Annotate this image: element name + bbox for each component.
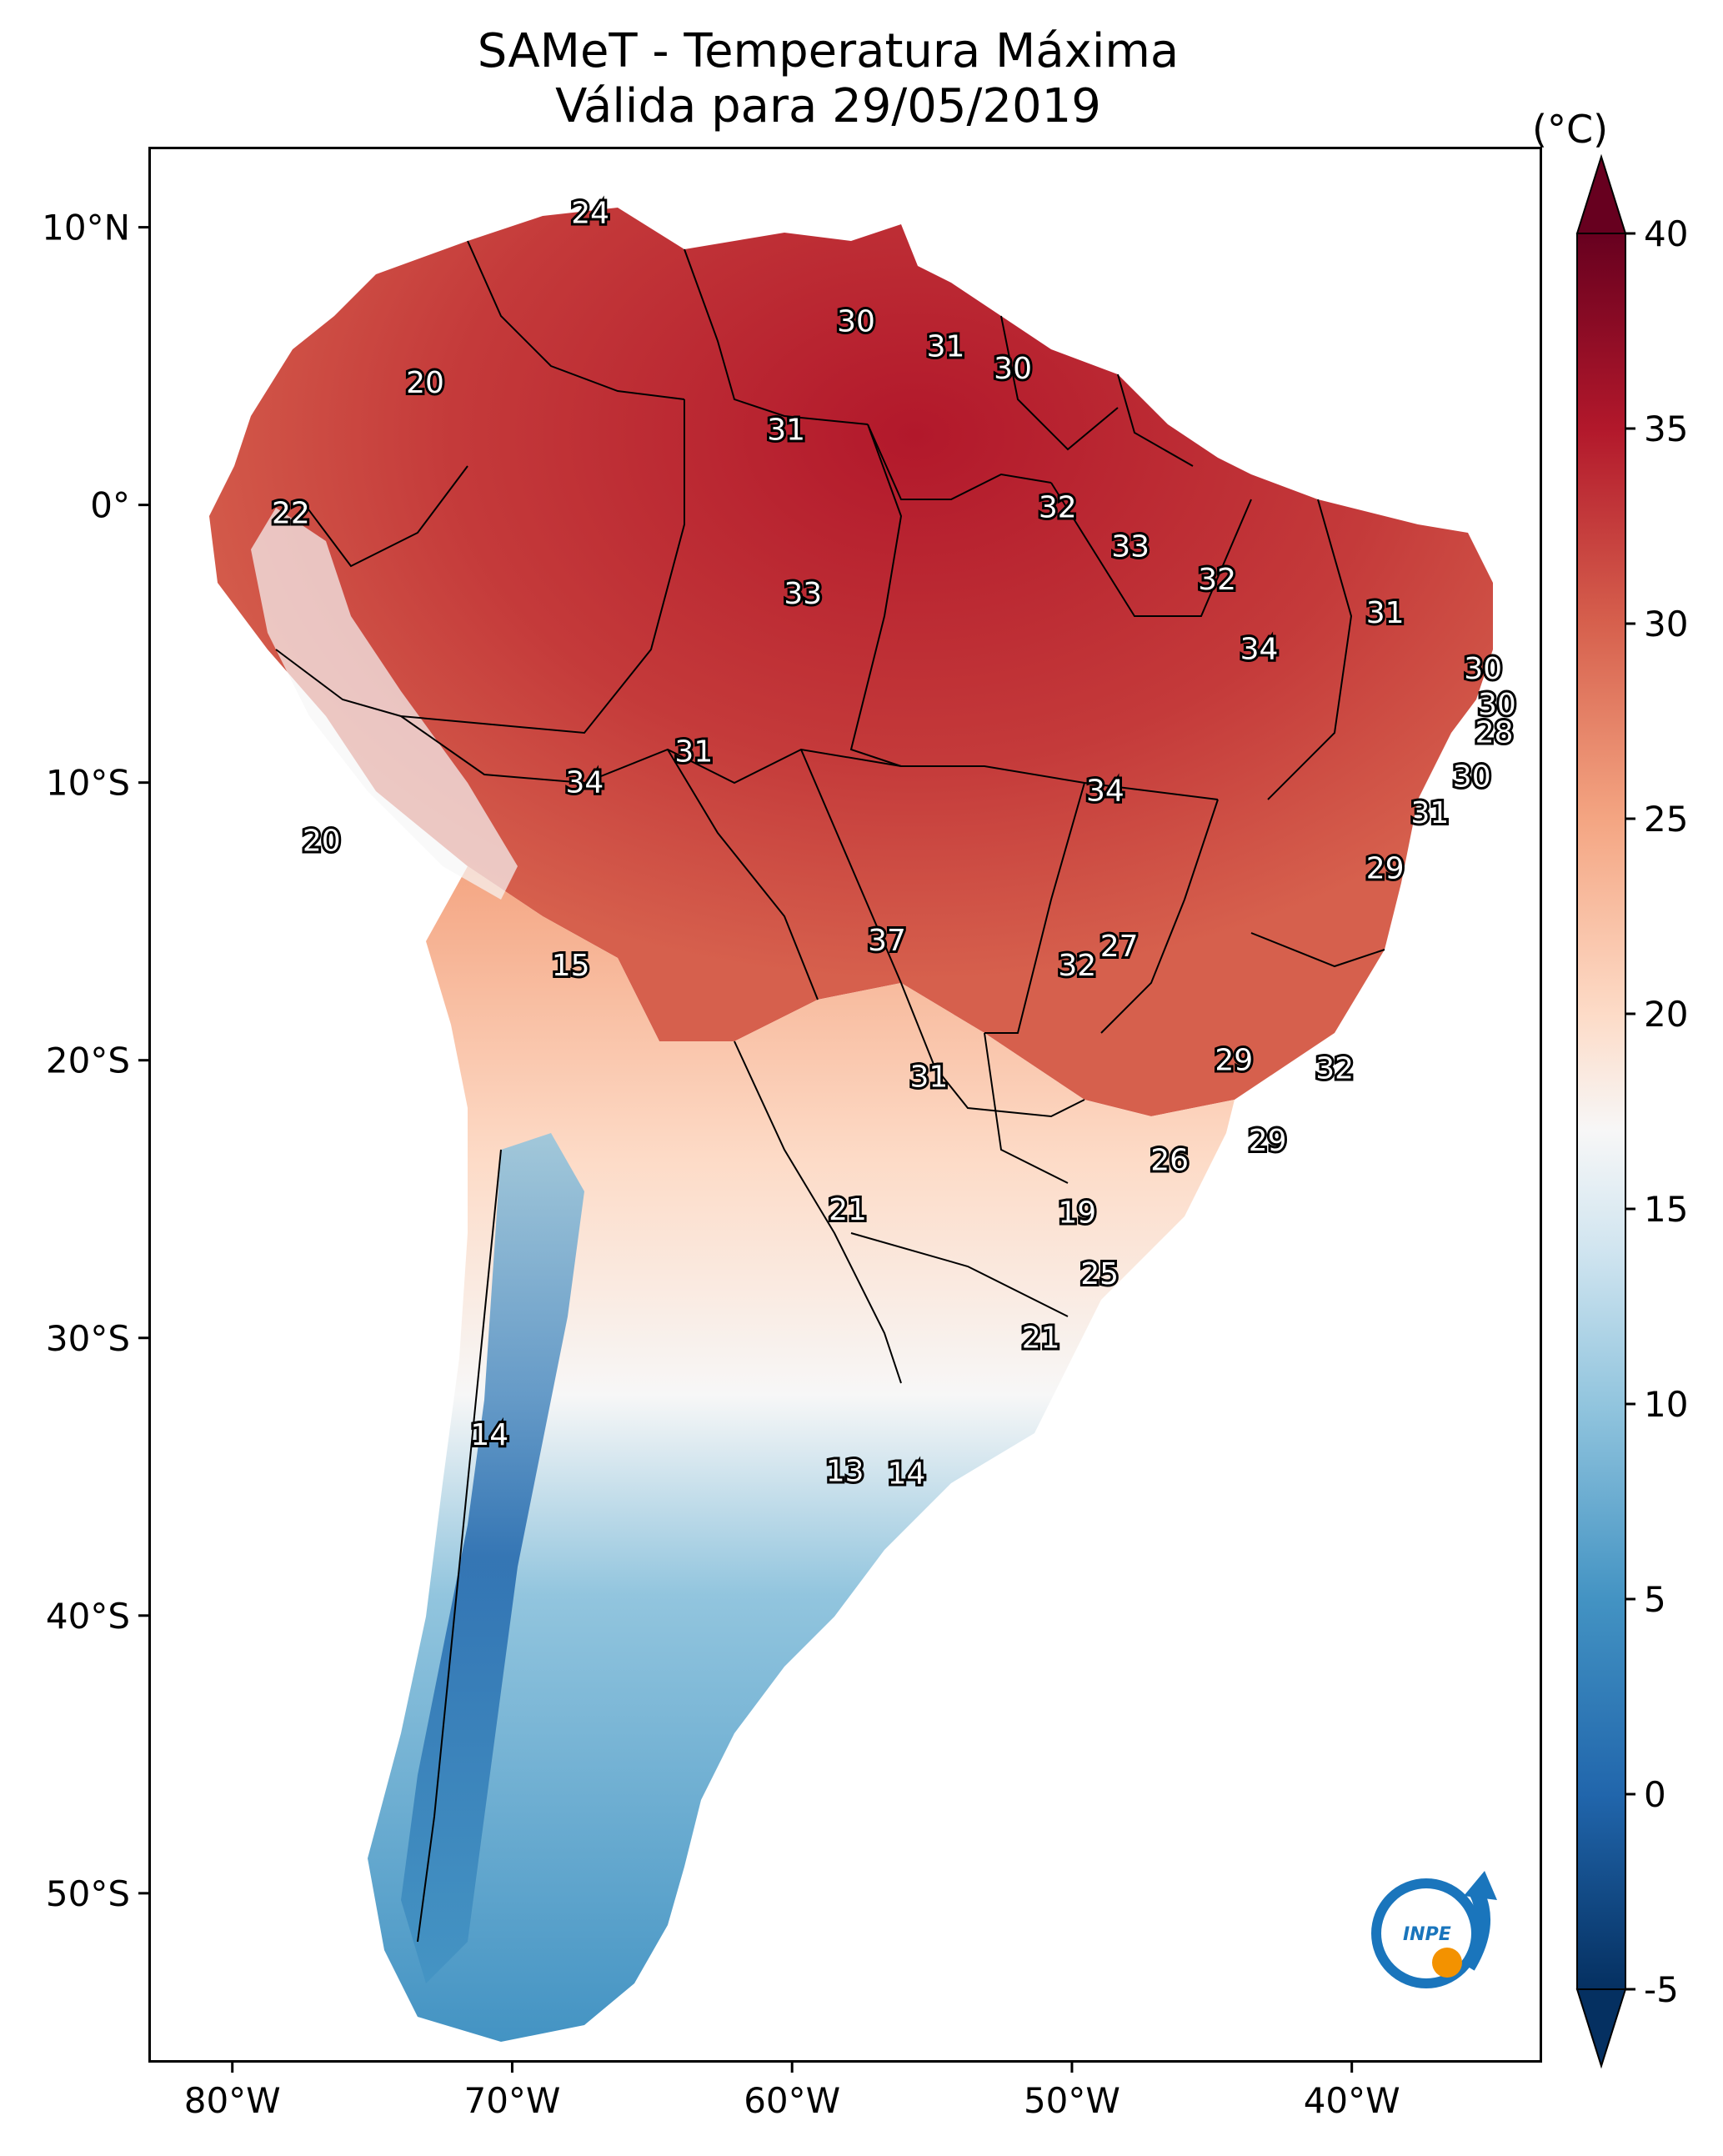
station-temp-label: 30 xyxy=(837,304,875,338)
colorbar-tick-label: 25 xyxy=(1644,799,1688,840)
station-temp-label: 32 xyxy=(1039,491,1077,525)
inpe-logo: INPE xyxy=(1371,1871,1497,1988)
station-temp-label: 34 xyxy=(1086,774,1124,808)
colorbar-border xyxy=(1576,233,1626,1990)
colorbar-tick-label: 35 xyxy=(1644,409,1688,449)
station-temp-label: 28 xyxy=(1475,715,1514,750)
lon-tick-label: 70°W xyxy=(463,2080,560,2121)
lat-tick-label: 0° xyxy=(90,485,130,526)
colorbar-tick-label: 10 xyxy=(1644,1384,1688,1425)
lat-tick-label: 10°S xyxy=(46,763,130,804)
lon-tick-label: 40°W xyxy=(1304,2080,1400,2121)
lat-tick-label: 10°N xyxy=(42,208,130,248)
colorbar-unit: (°C) xyxy=(1532,107,1609,152)
colorbar-tick-label: 0 xyxy=(1644,1774,1666,1815)
station-temp-label: 31 xyxy=(1410,796,1449,830)
station-temp-label: 14 xyxy=(888,1457,926,1492)
lat-tick-label: 30°S xyxy=(46,1318,130,1359)
colorbar-extend-max xyxy=(1575,153,1627,234)
colorbar-tick-label: 5 xyxy=(1644,1579,1666,1620)
colorbar-tick-label: 20 xyxy=(1644,994,1688,1035)
colorbar-tick-label: 30 xyxy=(1644,604,1688,644)
station-temp-label: 37 xyxy=(868,924,906,958)
colorbar-extend-min xyxy=(1575,1988,1627,2069)
colorbar-tick-label: 15 xyxy=(1644,1189,1688,1230)
station-temp-label: 15 xyxy=(552,949,590,983)
map-frame: 24 30 31 30 20 31 32 22 33 32 33 31 34 30 30 28 31 30 34 34… xyxy=(148,147,1542,2063)
station-temp-label: 21 xyxy=(829,1193,867,1227)
station-temp-label: 31 xyxy=(909,1060,948,1094)
continent-north xyxy=(209,208,1493,1116)
station-temp-label: 29 xyxy=(1249,1124,1287,1158)
colorbar-tick-label: 40 xyxy=(1644,213,1688,254)
station-temp-label: 32 xyxy=(1058,949,1096,983)
station-temp-label: 27 xyxy=(1100,930,1139,964)
station-temp-label: 30 xyxy=(1464,652,1502,686)
station-temp-label: 34 xyxy=(1240,632,1279,666)
colorbar-gradient xyxy=(1577,233,1625,1989)
lon-tick-label: 80°W xyxy=(184,2080,281,2121)
andes-north-strip xyxy=(251,508,518,900)
lon-tick-label: 50°W xyxy=(1024,2080,1120,2121)
lat-tick-label: 20°S xyxy=(46,1040,130,1081)
station-temp-label: 33 xyxy=(784,577,822,611)
station-temp-label: 14 xyxy=(470,1418,508,1452)
station-temp-label: 19 xyxy=(1058,1196,1096,1231)
station-temp-label: 24 xyxy=(571,197,609,231)
inpe-logo-text: INPE xyxy=(1403,1924,1451,1945)
station-temp-label: 31 xyxy=(674,735,713,770)
station-temp-label: 25 xyxy=(1080,1257,1119,1291)
lat-tick-label: 50°S xyxy=(46,1873,130,1914)
station-temp-label: 32 xyxy=(1198,563,1236,597)
map-title: SAMeT - Temperatura Máxima xyxy=(477,24,1180,78)
station-temp-label: 29 xyxy=(1215,1043,1253,1077)
lat-tick-label: 40°S xyxy=(46,1596,130,1637)
station-temp-label: 30 xyxy=(994,352,1032,386)
station-temp-label: 32 xyxy=(1315,1051,1354,1086)
station-temp-label: 13 xyxy=(826,1454,864,1488)
station-temp-label: 31 xyxy=(1366,596,1405,630)
station-temp-label: 20 xyxy=(303,824,341,858)
station-temp-label: 29 xyxy=(1366,852,1405,886)
map-subtitle: Válida para 29/05/2019 xyxy=(555,79,1101,133)
station-temp-label: 21 xyxy=(1022,1321,1060,1355)
andes-cold-band xyxy=(401,1133,584,1983)
station-temp-label: 34 xyxy=(565,765,604,800)
lon-tick-label: 60°W xyxy=(744,2080,840,2121)
station-temp-label: 31 xyxy=(767,413,805,447)
station-temp-label: 22 xyxy=(272,496,310,530)
country-borders xyxy=(275,240,1385,1943)
station-temp-label: 20 xyxy=(406,366,444,400)
station-temp-label: 30 xyxy=(1453,760,1491,795)
station-temp-label: 33 xyxy=(1111,529,1150,564)
colorbar-tick-label: -5 xyxy=(1644,1969,1679,2010)
station-temp-label: 30 xyxy=(1478,688,1516,722)
station-temp-label: 31 xyxy=(927,329,965,364)
continent-south xyxy=(368,866,1235,2042)
station-temp-label: 26 xyxy=(1150,1143,1189,1177)
